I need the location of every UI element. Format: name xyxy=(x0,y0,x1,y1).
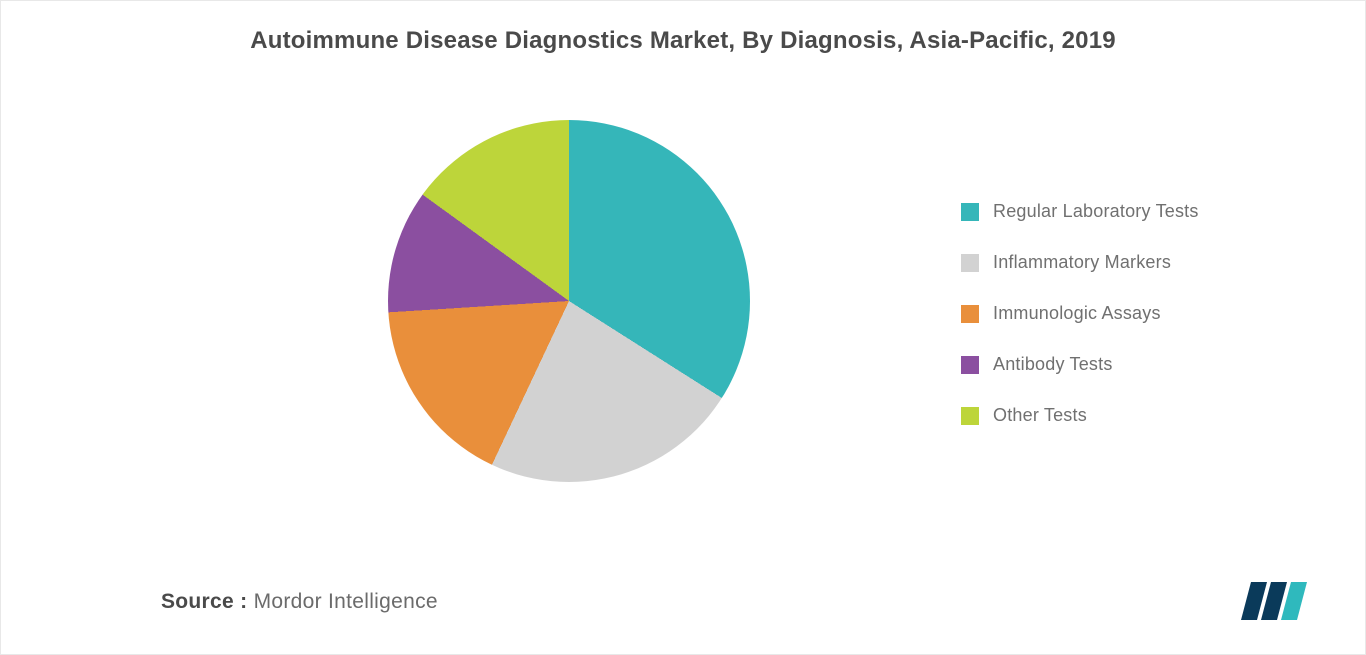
legend-swatch xyxy=(961,254,979,272)
source-line: Source : Mordor Intelligence xyxy=(161,590,438,614)
legend-swatch xyxy=(961,203,979,221)
legend-swatch xyxy=(961,356,979,374)
legend-item: Other Tests xyxy=(961,405,1199,426)
legend-label: Inflammatory Markers xyxy=(993,252,1171,273)
pie-chart xyxy=(388,120,750,482)
chart-title: Autoimmune Disease Diagnostics Market, B… xyxy=(1,1,1365,55)
brand-logo xyxy=(1235,580,1307,622)
source-label: Source : xyxy=(161,590,247,613)
legend: Regular Laboratory Tests Inflammatory Mar… xyxy=(961,201,1199,456)
legend-swatch xyxy=(961,305,979,323)
legend-label: Other Tests xyxy=(993,405,1087,426)
chart-area: Regular Laboratory Tests Inflammatory Mar… xyxy=(1,81,1365,521)
legend-swatch xyxy=(961,407,979,425)
legend-item: Immunologic Assays xyxy=(961,303,1199,324)
pie-container xyxy=(388,120,750,482)
legend-label: Immunologic Assays xyxy=(993,303,1161,324)
legend-item: Inflammatory Markers xyxy=(961,252,1199,273)
legend-item: Regular Laboratory Tests xyxy=(961,201,1199,222)
legend-label: Regular Laboratory Tests xyxy=(993,201,1199,222)
logo-icon xyxy=(1235,580,1307,622)
source-value: Mordor Intelligence xyxy=(254,590,438,613)
legend-item: Antibody Tests xyxy=(961,354,1199,375)
legend-label: Antibody Tests xyxy=(993,354,1113,375)
